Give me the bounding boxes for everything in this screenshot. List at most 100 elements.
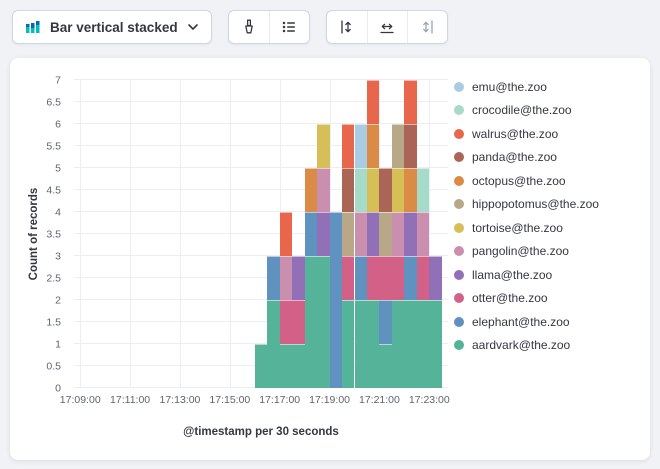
bar-segment[interactable] [429,300,442,388]
legend-item[interactable]: pangolin@the.zoo [454,243,599,260]
gridline-horizontal [74,101,448,103]
legend-dot [454,222,464,233]
bar-segment[interactable] [317,256,330,388]
y-tick-label: 2 [55,293,61,306]
bar-segment[interactable] [279,300,293,344]
bar-segment[interactable] [267,256,280,300]
bar-segment[interactable] [267,300,280,388]
bar-segment[interactable] [404,124,417,168]
legend-item[interactable]: elephant@the.zoo [454,313,599,330]
y-tick-label: 3 [55,249,61,262]
x-tick-label: 17:15:00 [209,394,251,406]
bar-segment[interactable] [366,212,380,256]
bottom-axis-button[interactable] [366,11,407,43]
bar-segment[interactable] [391,212,405,256]
bar-segment[interactable] [404,256,417,300]
bar-segment[interactable] [366,300,380,388]
bar-segment[interactable] [379,256,392,300]
bar-segment[interactable] [416,256,430,300]
legend-item[interactable]: aardvark@the.zoo [454,337,599,354]
legend-label: elephant@the.zoo [472,314,570,329]
bar-segment[interactable] [342,124,355,168]
legend-item[interactable]: emu@the.zoo [454,78,599,95]
bar-segment[interactable] [279,212,293,256]
bar-segment[interactable] [342,256,355,300]
bar-segment[interactable] [304,168,318,212]
legend-item[interactable]: walrus@the.zoo [454,125,599,142]
x-tick-label: 17:21:00 [358,394,400,406]
bar-segment[interactable] [366,124,380,168]
gridline-vertical [179,80,181,388]
legend-item[interactable]: panda@the.zoo [454,149,599,166]
bar-segment[interactable] [416,300,430,388]
bar-segment[interactable] [416,212,430,256]
bar-segment[interactable] [391,256,405,300]
bar-segment[interactable] [342,212,355,256]
y-tick-label: 6.5 [46,95,61,108]
y-tick-label: 7 [55,73,61,86]
bar-segment[interactable] [354,168,367,212]
gridline-vertical [229,80,231,388]
bar-segment[interactable] [404,168,417,212]
legend-dot [454,340,464,350]
x-axis-labels: 17:09:00 17:11:00 17:13:00 17:15:00 17:17:00… [60,394,450,408]
bar-segment[interactable] [379,344,392,388]
x-tick-label: 17:11:00 [110,394,151,406]
bar-segment[interactable] [317,168,330,212]
legend-item[interactable]: crocodile@the.zoo [454,102,599,119]
legend-label: aardvark@the.zoo [472,338,571,352]
bar-segment[interactable] [354,300,367,388]
bar-segment[interactable] [317,124,330,168]
bar-segment[interactable] [379,212,392,256]
bar-segment[interactable] [254,344,268,388]
bar-segment[interactable] [342,300,355,388]
bar-segment[interactable] [366,256,380,300]
left-axis-button[interactable] [327,11,367,43]
gridline-horizontal [74,145,448,146]
bar-segment[interactable] [292,344,305,388]
bar-segment[interactable] [391,168,405,212]
bar-segment[interactable] [354,212,367,256]
bar-segment[interactable] [404,212,417,256]
legend-item[interactable]: octopus@the.zoo [454,172,599,189]
legend-label: hippopotomus@the.zoo [472,197,599,211]
bar-segment[interactable] [342,168,355,212]
legend-item[interactable]: llama@the.zoo [454,266,599,283]
bar-segment[interactable] [304,256,318,388]
bar-segment[interactable] [379,168,392,212]
bar-segment[interactable] [404,80,417,124]
legend-item[interactable]: otter@the.zoo [454,290,599,307]
bar-segment[interactable] [429,256,442,300]
bar-segment[interactable] [354,256,367,300]
bar-segment[interactable] [366,80,380,124]
gridline-horizontal [74,299,448,300]
y-tick-label: 5.5 [46,139,61,152]
gridline-horizontal [74,277,448,278]
right-axis-button[interactable] [406,11,447,43]
legend-item[interactable]: tortoise@the.zoo [454,219,599,236]
bar-segment[interactable] [366,168,380,212]
bar-segment[interactable] [304,212,318,256]
bar-segment[interactable] [354,124,367,168]
bar-segment[interactable] [292,300,305,344]
list-icon [281,19,297,35]
bar-segment[interactable] [391,300,405,388]
bar-segment[interactable] [329,212,343,388]
chevron-down-icon [187,21,199,33]
gridline-horizontal [74,211,448,212]
bar-segment[interactable] [279,344,293,388]
visual-options-button[interactable] [229,11,269,43]
bar-segment[interactable] [317,212,330,256]
gridline-horizontal [74,255,448,256]
legend-item[interactable]: hippopotomus@the.zoo [454,196,599,213]
bar-segment[interactable] [404,300,417,388]
bar-segment[interactable] [379,300,392,344]
bar-segment[interactable] [279,256,293,300]
bar-segment[interactable] [391,124,405,168]
plot-area [74,79,448,388]
legend-settings-button[interactable] [268,11,309,43]
legend-label: walrus@the.zoo [472,126,559,141]
bar-segment[interactable] [292,256,305,300]
bar-segment[interactable] [416,168,430,212]
chart-type-selector[interactable]: Bar vertical stacked [12,10,212,44]
